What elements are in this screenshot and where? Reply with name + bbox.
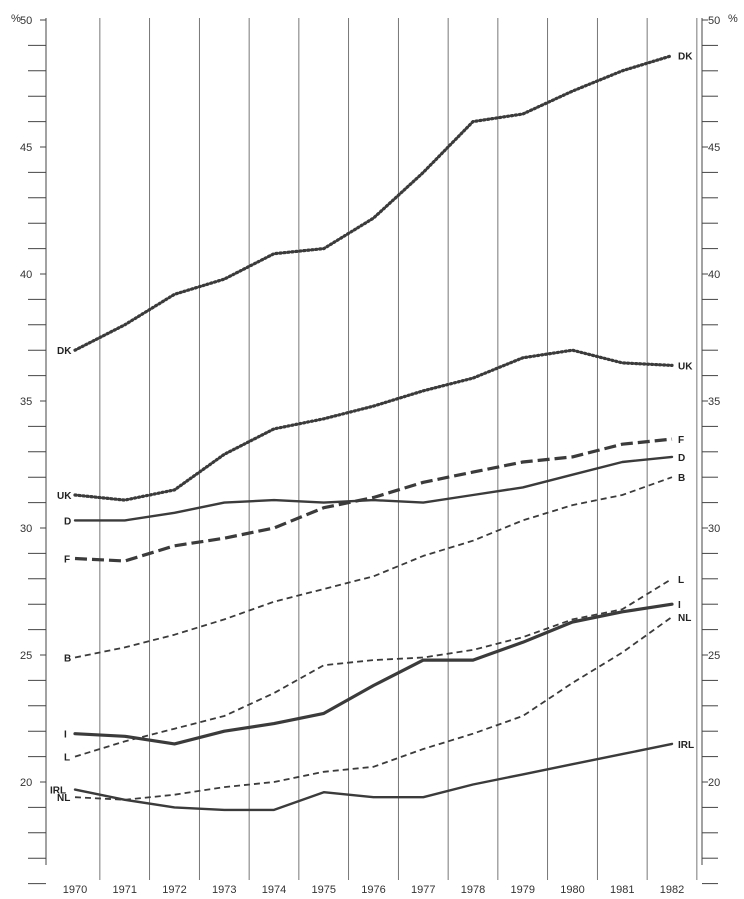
series-label-start-i: I xyxy=(64,730,67,741)
y-tick-label-left: 25 xyxy=(20,650,32,662)
series-label-start-l: L xyxy=(64,753,70,764)
y-tick-label-left: 45 xyxy=(20,142,32,154)
series-line-nl xyxy=(74,616,673,801)
series-label-end-dk: DK xyxy=(678,52,693,63)
series-line-b xyxy=(74,476,673,659)
series-line-uk xyxy=(73,348,674,502)
series-label-end-i: I xyxy=(678,600,681,611)
series-line-f xyxy=(74,437,673,563)
series-label-end-uk: UK xyxy=(678,361,693,372)
y-tick-label-right: 35 xyxy=(708,396,720,408)
x-tick-label: 1975 xyxy=(312,884,336,896)
x-tick-label: 1981 xyxy=(610,884,634,896)
y-tick-label-right: 50 xyxy=(708,15,720,27)
x-tick-label: 1980 xyxy=(560,884,584,896)
x-tick-label: 1982 xyxy=(660,884,684,896)
right-unit-label: % xyxy=(728,13,738,25)
axes xyxy=(45,18,703,865)
x-tick-label: 1974 xyxy=(262,884,286,896)
series-label-start-irl: IRL xyxy=(50,786,66,797)
y-tick-label-left: 20 xyxy=(20,777,32,789)
x-tick-label: 1970 xyxy=(63,884,87,896)
series-label-end-f: F xyxy=(678,435,684,446)
series-label-start-nl: NL xyxy=(57,793,70,804)
series-label-end-d: D xyxy=(678,453,685,464)
y-ticks: 50 45 40 35 30 25 20 50 45 40 35 30 25 20 xyxy=(20,15,720,885)
x-tick-label: 1972 xyxy=(162,884,186,896)
x-tick-label: 1978 xyxy=(461,884,485,896)
series-label-start-uk: UK xyxy=(57,491,72,502)
series-label-end-nl: NL xyxy=(678,613,691,624)
series-line-l xyxy=(74,578,673,758)
y-tick-label-right: 25 xyxy=(708,650,720,662)
y-tick-label-right: 30 xyxy=(708,523,720,535)
y-tick-label-left: 40 xyxy=(20,269,32,281)
x-tick-label: 1977 xyxy=(411,884,435,896)
series-line-i xyxy=(73,602,674,746)
vertical-grid-lines xyxy=(99,18,698,880)
series-label-start-f: F xyxy=(64,554,70,565)
series-line-dk xyxy=(73,53,674,352)
series-label-start-dk: DK xyxy=(57,346,72,357)
series-label-end-l: L xyxy=(678,575,684,586)
x-tick-labels: 1970 1971 1972 1973 1974 1975 1976 1977 1978 1979… xyxy=(63,884,684,896)
x-tick-label: 1971 xyxy=(113,884,137,896)
y-tick-label-left: 50 xyxy=(20,15,32,27)
series-label-start-b: B xyxy=(64,654,71,665)
y-tick-label-right: 40 xyxy=(708,269,720,281)
x-tick-label: 1979 xyxy=(511,884,535,896)
x-tick-label: 1973 xyxy=(212,884,236,896)
left-unit-label: % xyxy=(11,13,21,25)
y-tick-label-left: 30 xyxy=(20,523,32,535)
y-tick-label-right: 20 xyxy=(708,777,720,789)
y-tick-label-left: 35 xyxy=(20,396,32,408)
series-label-start-d: D xyxy=(64,516,71,527)
y-tick-label-right: 45 xyxy=(708,142,720,154)
series-line-d xyxy=(73,455,674,522)
x-tick-label: 1976 xyxy=(361,884,385,896)
series-label-end-b: B xyxy=(678,473,685,484)
series-label-end-irl: IRL xyxy=(678,740,694,751)
series-line-irl xyxy=(73,742,674,812)
